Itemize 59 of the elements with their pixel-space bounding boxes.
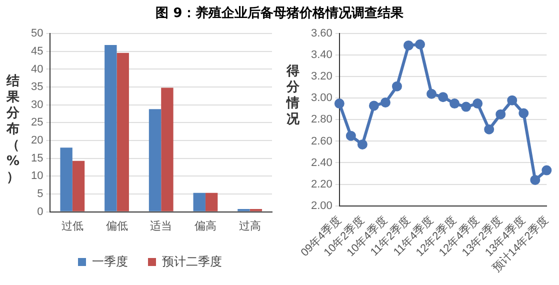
point [484,124,494,134]
y-tick-label: 2.20 [310,178,332,190]
bar [205,192,218,212]
x-tick-label: 偏高 [194,219,216,232]
y-tick-label: 10 [30,170,44,182]
y-tick-label: 3.20 [310,70,332,83]
point [518,108,529,118]
y-tick-label: 40 [30,63,44,76]
x-tick-label: 适当 [150,219,172,232]
y-tick-label: 30 [30,98,44,111]
bar [116,52,129,212]
y-axis-title: 结果分布（%） [6,74,20,186]
point [403,40,414,50]
y-tick-label: 15 [30,152,44,164]
point [461,102,472,112]
point [542,165,552,176]
point [357,139,368,150]
bar [250,208,262,212]
point [426,88,437,99]
bar [72,160,85,212]
point [380,97,390,108]
point [415,39,426,50]
x-tick-label: 过低 [61,219,84,232]
y-tick-label: 3.60 [310,28,332,40]
bar [148,109,162,212]
point [368,100,379,111]
legend-label: 一季度 [92,254,128,268]
y-axis-title: 得分情况 [286,64,300,128]
y-tick-label: 20 [30,134,44,147]
y-tick-label: 2.00 [310,200,332,212]
bar [104,45,117,212]
legend-label: 预计二季度 [162,254,222,268]
y-tick-label: 5 [37,188,44,200]
chart-title: 图 9：养殖企业后备母猪价格情况调查结果 [154,4,404,22]
point [334,98,344,109]
bar [60,148,72,212]
bar [161,88,174,212]
y-tick-label: 35 [30,81,44,94]
point [496,109,506,120]
y-tick-label: 2.40 [310,156,332,169]
bar [238,208,250,212]
y-tick-label: 3.40 [310,49,332,62]
point [450,98,460,109]
y-tick-label: 25 [30,116,44,129]
point [472,98,483,109]
point [346,130,356,141]
y-tick-label: 3.00 [310,92,332,104]
point [507,95,518,106]
point [530,174,540,185]
point [392,81,402,92]
point [438,92,448,102]
x-tick-label: 偏低 [106,220,128,232]
y-tick-label: 2.80 [310,114,332,126]
y-tick-label: 0 [37,206,44,218]
y-tick-label: 2.60 [310,135,332,148]
bar [193,192,206,212]
y-tick-label: 45 [30,45,44,58]
y-tick-label: 50 [30,28,44,40]
x-tick-label: 过高 [238,219,261,232]
